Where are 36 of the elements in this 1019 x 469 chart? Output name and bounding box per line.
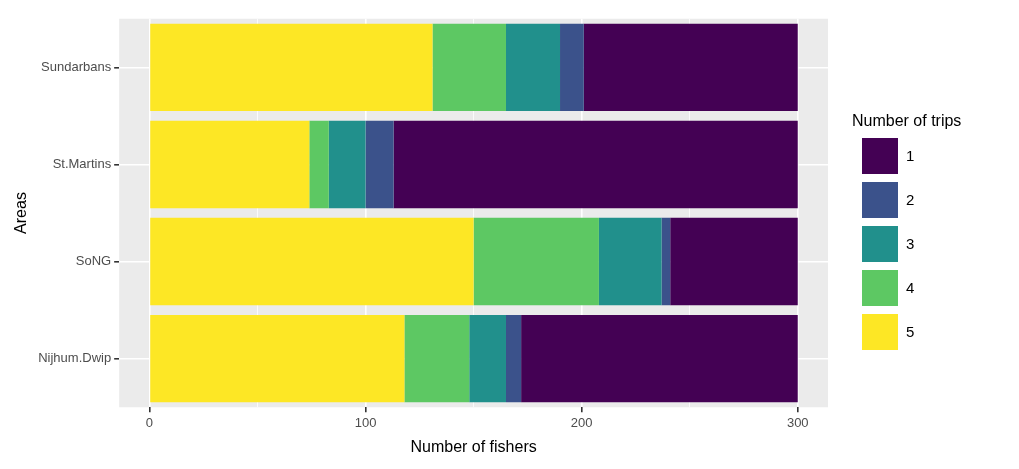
y-tick-label: St.Martins <box>52 156 112 172</box>
bar <box>365 120 394 209</box>
legend-label: 1 <box>906 147 915 164</box>
x-tick-label: 300 <box>786 414 809 430</box>
bar <box>150 314 405 403</box>
legend-label: 5 <box>906 323 915 340</box>
bar <box>598 217 662 306</box>
x-tick-label: 100 <box>354 414 377 430</box>
bar <box>393 120 798 209</box>
bar <box>432 23 506 112</box>
bar <box>469 314 506 403</box>
y-axis-title: Areas <box>12 192 30 234</box>
bar <box>150 120 310 209</box>
y-tick-label: Nijhum.Dwip <box>38 350 112 366</box>
legend-title: Number of trips <box>852 111 962 130</box>
x-axis-title: Number of fishers <box>410 437 537 455</box>
bar <box>473 217 599 306</box>
bar <box>506 314 522 403</box>
bar <box>583 23 798 112</box>
legend-label: 3 <box>906 235 915 252</box>
bar <box>560 23 584 112</box>
y-tick-label: SoNG <box>75 253 112 269</box>
bar <box>661 217 671 306</box>
bar <box>404 314 470 403</box>
bar <box>328 120 366 209</box>
bar <box>670 217 798 306</box>
bar <box>309 120 329 209</box>
bar <box>506 23 561 112</box>
bar <box>150 23 433 112</box>
bar <box>150 217 474 306</box>
legend-label: 4 <box>906 279 915 296</box>
x-tick-label: 0 <box>145 414 154 430</box>
legend-label: 2 <box>906 191 915 208</box>
y-tick-label: Sundarbans <box>41 58 112 74</box>
x-tick-label: 200 <box>570 414 593 430</box>
bar <box>521 314 798 403</box>
